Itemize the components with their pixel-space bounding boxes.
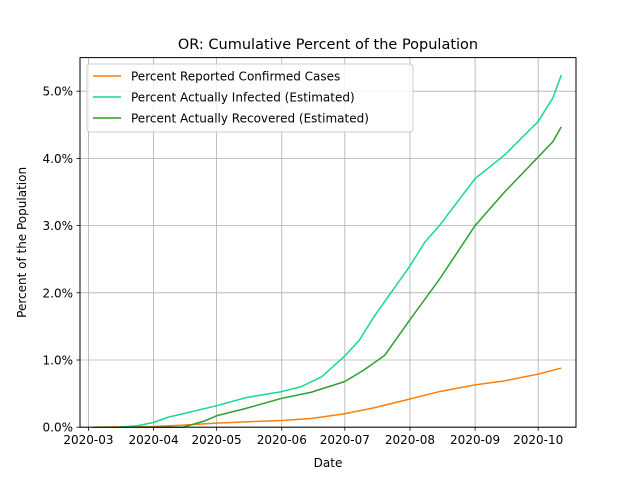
legend-label-recovered: Percent Actually Recovered (Estimated) xyxy=(131,112,369,126)
x-tick-label: 2020-05 xyxy=(192,433,242,447)
x-tick-label: 2020-07 xyxy=(320,433,370,447)
y-axis-label: Percent of the Population xyxy=(15,167,29,318)
series-line-actually-infected xyxy=(92,74,562,428)
legend-frame xyxy=(86,63,414,133)
x-tick-label: 2020-04 xyxy=(128,433,178,447)
x-axis-label: Date xyxy=(314,456,343,470)
x-axis-ticks: 2020-03 2020-04 2020-05 2020-06 2020-07 2020-… xyxy=(63,427,563,447)
legend-label-infected: Percent Actually Infected (Estimated) xyxy=(131,91,355,105)
x-tick-label: 2020-06 xyxy=(257,433,307,447)
series-line-actually-recovered xyxy=(92,126,562,428)
y-tick-label: 5.0% xyxy=(43,85,74,99)
y-tick-label: 3.0% xyxy=(43,219,74,233)
y-tick-label: 2.0% xyxy=(43,286,74,300)
x-tick-label: 2020-10 xyxy=(513,433,563,447)
legend: Percent Reported Confirmed Cases Percent… xyxy=(86,63,414,133)
y-tick-label: 1.0% xyxy=(43,354,74,368)
x-tick-label: 2020-08 xyxy=(385,433,435,447)
series-lines xyxy=(92,74,562,428)
x-tick-label: 2020-03 xyxy=(63,433,113,447)
legend-label-confirmed: Percent Reported Confirmed Cases xyxy=(131,70,340,84)
y-axis-ticks: 0.0% 1.0% 2.0% 3.0% 4.0% 5.0% xyxy=(43,85,80,435)
y-tick-label: 4.0% xyxy=(43,152,74,166)
y-tick-label: 0.0% xyxy=(43,421,74,435)
x-tick-label: 2020-09 xyxy=(450,433,500,447)
plot-area-frame xyxy=(79,57,577,428)
chart-title: OR: Cumulative Percent of the Population xyxy=(178,37,478,53)
